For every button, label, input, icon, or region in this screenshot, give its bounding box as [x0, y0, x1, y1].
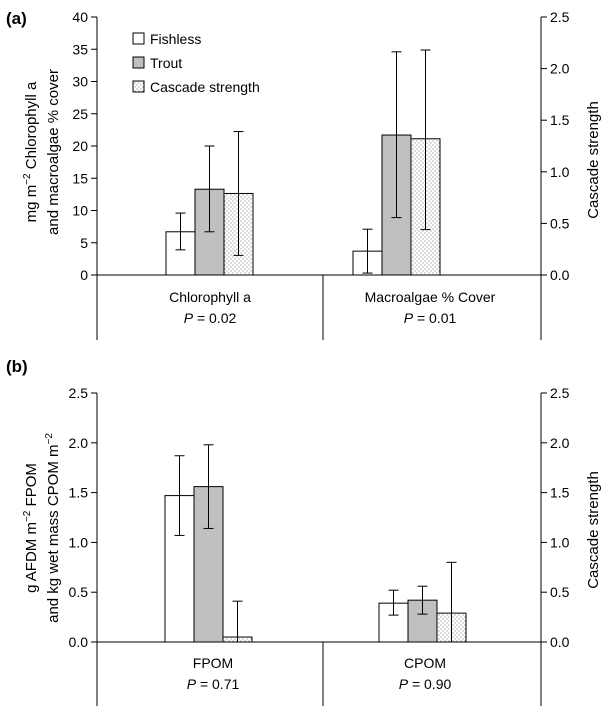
panel-a-left-ticks: 0 5 10 15 20 25 30 35 40 — [72, 9, 97, 283]
panel-a-p-value-1: P = 0.01 — [404, 310, 457, 326]
panel-a: (a) mg m−2 Chlorophyll a and macroalgae … — [6, 9, 602, 340]
panel-b-right-ticks: 0.0 0.5 1.0 1.5 2.0 2.5 — [541, 385, 570, 650]
legend-swatch-trout — [132, 56, 145, 69]
right-tick-label: 2.5 — [550, 9, 570, 25]
panel-a-label: (a) — [6, 9, 27, 28]
panel-b-right-ylabel: Cascade strength — [585, 471, 602, 589]
panel-a-right-ylabel: Cascade strength — [585, 101, 602, 219]
right-tick-label: 1.5 — [550, 112, 570, 128]
panel-b-category-label-1: CPOM — [404, 655, 446, 671]
left-tick-label: 2.0 — [69, 435, 89, 451]
left-tick-label: 0.5 — [69, 584, 89, 600]
left-tick-label: 35 — [72, 41, 88, 57]
right-tick-label: 2.0 — [550, 61, 570, 77]
legend-label-cascade-strength: Cascade strength — [150, 79, 260, 95]
panel-a-right-ticks: 0.0 0.5 1.0 1.5 2.0 2.5 — [541, 9, 570, 283]
panel-b-p-value-0: P = 0.71 — [187, 676, 240, 692]
panel-b-bars — [164, 444, 467, 643]
left-tick-label: 0 — [80, 267, 88, 283]
svg-text:and macroalgae % cover: and macroalgae % cover — [45, 69, 62, 235]
panel-a-bars — [165, 49, 441, 276]
panel-b-left-ticks: 0.0 0.5 1.0 1.5 2.0 2.5 — [69, 385, 97, 650]
panel-a-category-label-1: Macroalgae % Cover — [365, 289, 496, 305]
left-tick-label: 20 — [72, 138, 88, 154]
panel-b-category-label-0: FPOM — [193, 655, 233, 671]
legend-swatch-fishless — [132, 32, 145, 45]
left-tick-label: 1.5 — [69, 485, 89, 501]
left-tick-label: 5 — [80, 235, 88, 251]
svg-text:and kg wet mass CPOM m−2: and kg wet mass CPOM m−2 — [44, 433, 62, 623]
left-tick-label: 0.0 — [69, 634, 89, 650]
right-tick-label: 2.0 — [550, 435, 570, 451]
right-tick-label: 1.0 — [550, 534, 570, 550]
right-tick-label: 0.5 — [550, 584, 570, 600]
right-tick-label: 0.0 — [550, 634, 570, 650]
right-tick-label: 1.0 — [550, 164, 570, 180]
left-tick-label: 40 — [72, 9, 88, 25]
panel-b: (b) g AFDM m−2 FPOM and kg wet mass CPOM… — [6, 357, 602, 706]
left-tick-label: 1.0 — [69, 534, 89, 550]
left-tick-label: 30 — [72, 74, 88, 90]
panel-a-legend: Fishless Trout Cascade strength — [132, 31, 260, 95]
panel-b-left-ylabel: g AFDM m−2 FPOM and kg wet mass CPOM m−2 — [22, 433, 62, 623]
right-tick-label: 2.5 — [550, 385, 570, 401]
panel-b-label: (b) — [6, 357, 28, 376]
legend-swatch-cascade-strength — [132, 80, 145, 93]
right-tick-label: 1.5 — [550, 485, 570, 501]
svg-text:g AFDM m−2 FPOM: g AFDM m−2 FPOM — [22, 463, 40, 593]
panel-a-left-ylabel: mg m−2 Chlorophyll a and macroalgae % co… — [22, 69, 62, 235]
left-tick-label: 10 — [72, 203, 88, 219]
left-tick-label: 15 — [72, 170, 88, 186]
legend-label-trout: Trout — [150, 55, 182, 71]
left-tick-label: 2.5 — [69, 385, 89, 401]
panel-a-p-value-0: P = 0.02 — [184, 310, 237, 326]
right-tick-label: 0.5 — [550, 215, 570, 231]
right-tick-label: 0.0 — [550, 267, 570, 283]
panel-a-category-label-0: Chlorophyll a — [169, 289, 251, 305]
left-tick-label: 25 — [72, 106, 88, 122]
svg-text:mg m−2 Chlorophyll a: mg m−2 Chlorophyll a — [22, 81, 40, 222]
panel-b-p-value-1: P = 0.90 — [399, 676, 452, 692]
legend-label-fishless: Fishless — [150, 31, 201, 47]
